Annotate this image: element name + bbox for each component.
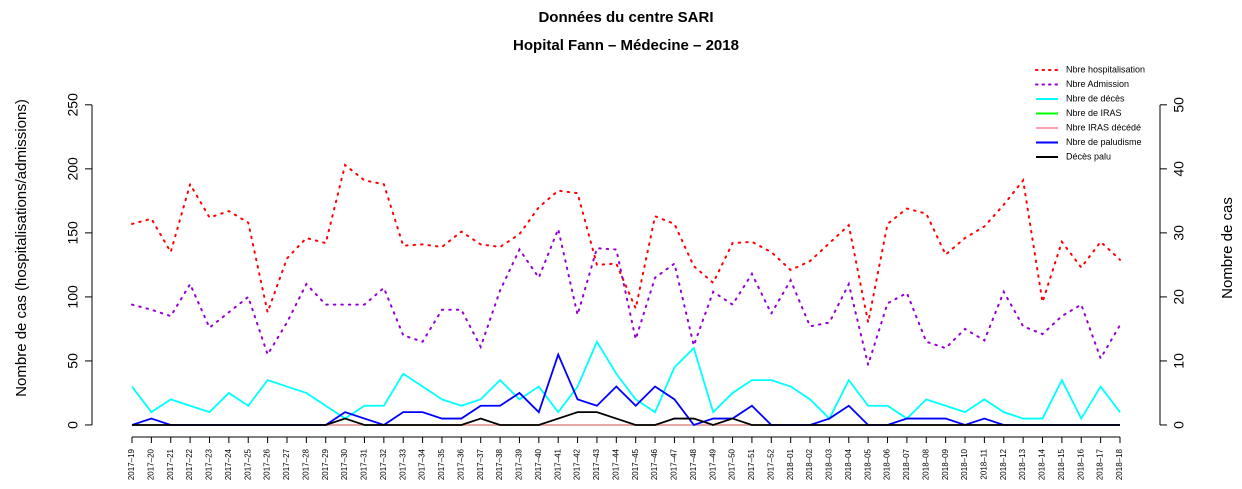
legend-label: Nbre de IRAS	[1066, 108, 1122, 118]
y2-tick-label: 40	[1171, 161, 1187, 177]
series-line	[131, 163, 1121, 323]
x-tick-label: 2018–10	[960, 448, 969, 480]
x-tick-label: 2017–51	[747, 448, 756, 480]
x-tick-label: 2018–12	[999, 448, 1008, 480]
y2-tick-label: 0	[1171, 421, 1187, 429]
series-line	[131, 352, 1120, 427]
x-tick-label: 2017–38	[495, 448, 504, 480]
chart-title: Données du centre SARI	[538, 9, 713, 26]
chart-subtitle: Hopital Fann – Médecine – 2018	[513, 37, 739, 54]
x-tick-label: 2017–47	[670, 448, 679, 480]
x-tick-label: 2017–42	[573, 448, 582, 480]
x-tick-label: 2017–36	[456, 448, 465, 480]
x-tick-label: 2017–35	[437, 448, 446, 480]
x-tick-label: 2018–05	[863, 448, 872, 480]
series-line	[131, 225, 1121, 369]
x-tick-label: 2017–46	[650, 448, 659, 480]
x-tick-label: 2017–48	[689, 448, 698, 480]
series-line	[132, 411, 1120, 426]
x-tick-label: 2017–34	[418, 448, 427, 480]
x-tick-label: 2017–27	[282, 448, 291, 480]
y2-tick-label: 20	[1171, 289, 1187, 305]
x-tick-label: 2018–04	[844, 448, 853, 480]
y2-tick-label: 10	[1171, 353, 1187, 369]
x-tick-label: 2017–24	[224, 448, 233, 480]
x-tick-label: 2017–45	[631, 448, 640, 480]
y2-tick-label: 50	[1171, 97, 1187, 113]
x-tick-label: 2018–15	[1057, 448, 1066, 480]
y-tick-label: 150	[65, 221, 81, 245]
legend-label: Nbre Admission	[1066, 79, 1129, 89]
y-tick-label: 200	[65, 157, 81, 181]
x-tick-label: 2018–14	[1038, 448, 1047, 480]
x-tick-label: 2018–16	[1076, 448, 1085, 480]
x-tick-label: 2017–21	[166, 448, 175, 480]
x-tick-label: 2017–26	[263, 448, 272, 480]
x-tick-label: 2017–25	[243, 448, 252, 480]
x-tick-label: 2017–41	[553, 448, 562, 480]
y-tick-label: 100	[65, 285, 81, 309]
legend-label: Nbre IRAS décédé	[1066, 122, 1141, 132]
x-tick-label: 2018–13	[1018, 448, 1027, 480]
x-tick-label: 2017–33	[398, 448, 407, 480]
x-tick-label: 2018–08	[921, 448, 930, 480]
x-tick-label: 2017–44	[611, 448, 620, 480]
legend-label: Nbre de décès	[1066, 93, 1125, 103]
x-tick-label: 2017–20	[146, 448, 155, 480]
x-tick-label: 2017–39	[515, 448, 524, 480]
x-tick-label: 2017–23	[205, 448, 214, 480]
y-tick-label: 50	[65, 353, 81, 369]
x-tick-label: 2018–11	[980, 448, 989, 479]
x-tick-label: 2017–29	[321, 448, 330, 480]
x-tick-label: 2017–52	[766, 448, 775, 480]
legend-label: Nbre hospitalisation	[1066, 64, 1145, 74]
x-tick-label: 2018–01	[786, 448, 795, 480]
x-tick-label: 2017–50	[728, 448, 737, 480]
legend-label: Décès palu	[1066, 151, 1111, 161]
x-tick-label: 2017–22	[185, 448, 194, 480]
y-axis-label: Nombre de cas (hospitalisations/admissio…	[13, 99, 30, 397]
x-tick-label: 2017–19	[127, 448, 136, 480]
x-tick-label: 2017–31	[360, 448, 369, 480]
y2-axis-label: Nombre de cas	[1219, 197, 1236, 299]
y-tick-label: 0	[65, 421, 81, 429]
x-tick-label: 2017–30	[340, 448, 349, 480]
y2-tick-label: 30	[1171, 225, 1187, 241]
x-tick-label: 2018–02	[805, 448, 814, 480]
x-tick-label: 2017–49	[708, 448, 717, 480]
x-tick-label: 2018–17	[1096, 448, 1105, 480]
y-tick-label: 250	[65, 93, 81, 117]
x-tick-label: 2018–06	[883, 448, 892, 480]
x-tick-label: 2017–32	[379, 448, 388, 480]
series-line	[131, 339, 1121, 421]
x-tick-label: 2018–18	[1115, 448, 1124, 480]
legend-label: Nbre de paludisme	[1066, 137, 1142, 147]
x-tick-label: 2017–43	[592, 448, 601, 480]
x-tick-label: 2017–37	[476, 448, 485, 480]
x-tick-label: 2018–03	[825, 448, 834, 480]
x-tick-label: 2018–09	[941, 448, 950, 480]
x-tick-label: 2018–07	[902, 448, 911, 480]
x-tick-label: 2017–40	[534, 448, 543, 480]
x-tick-label: 2017–28	[301, 448, 310, 480]
